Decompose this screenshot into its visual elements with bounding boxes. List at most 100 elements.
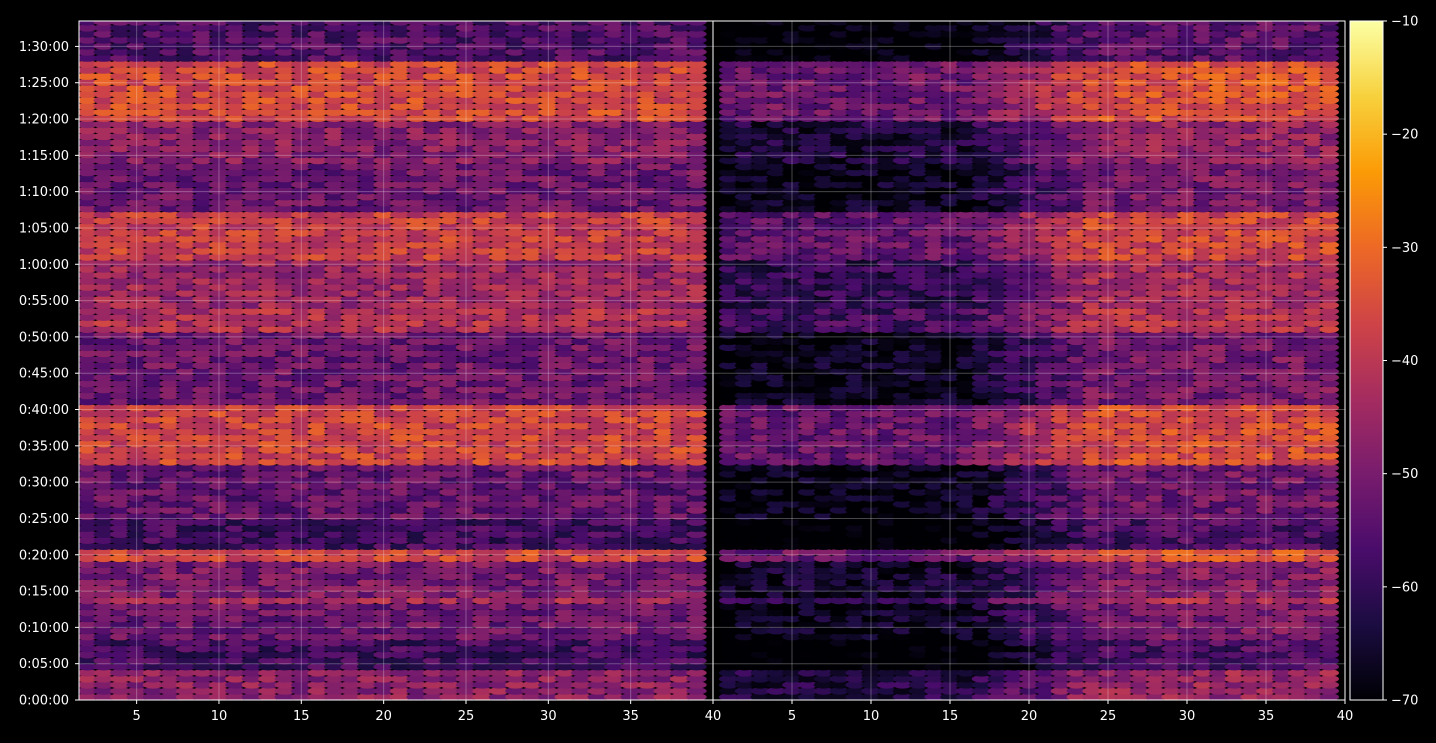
- heatmap-cell: [472, 241, 493, 249]
- heatmap-cell: [505, 536, 526, 544]
- heatmap-cell: [208, 223, 230, 231]
- heatmap-cell: [422, 48, 444, 56]
- heatmap-cell: [406, 283, 427, 291]
- heatmap-cell: [636, 295, 658, 303]
- heatmap-cell: [340, 440, 361, 448]
- heatmap-cell: [750, 289, 771, 297]
- heatmap-cell: [422, 578, 444, 587]
- heatmap-cell: [604, 645, 625, 653]
- heatmap-cell: [734, 174, 755, 183]
- heatmap-cell: [686, 651, 707, 659]
- heatmap-cell: [79, 229, 98, 237]
- heatmap-cell: [554, 536, 575, 544]
- heatmap-cell: [719, 440, 739, 448]
- heatmap-cell: [389, 422, 411, 430]
- heatmap-cell: [587, 271, 608, 279]
- heatmap-cell: [258, 265, 279, 273]
- heatmap-cell: [373, 379, 394, 388]
- heatmap-cell: [208, 343, 230, 352]
- heatmap-cell: [126, 24, 147, 32]
- heatmap-cell: [307, 36, 328, 44]
- heatmap-cell: [750, 506, 771, 514]
- heatmap-cell: [307, 391, 328, 400]
- heatmap-cell: [307, 693, 328, 700]
- heatmap-cell: [225, 404, 246, 412]
- heatmap-cell: [307, 265, 328, 273]
- heatmap-cell: [587, 217, 608, 225]
- heatmap-cell: [192, 277, 213, 285]
- heatmap-cell: [750, 512, 771, 520]
- heatmap-cell: [488, 253, 510, 261]
- heatmap-cell: [79, 42, 98, 50]
- heatmap-cell: [324, 379, 345, 388]
- heatmap-cell: [274, 138, 295, 147]
- heatmap-cell: [505, 693, 526, 700]
- heatmap-cell: [241, 693, 263, 700]
- heatmap-cell: [389, 578, 411, 587]
- heatmap-cell: [142, 325, 164, 333]
- heatmap-cell: [307, 72, 328, 80]
- heatmap-cell: [604, 379, 625, 388]
- heatmap-cell: [750, 391, 771, 400]
- heatmap-cell: [159, 476, 180, 484]
- heatmap-cell: [258, 542, 279, 550]
- heatmap-cell: [142, 150, 164, 159]
- heatmap-cell: [340, 554, 361, 563]
- heatmap-cell: [142, 470, 164, 478]
- heatmap-cell: [455, 446, 477, 454]
- heatmap-cell: [798, 253, 818, 261]
- heatmap-cell: [192, 337, 213, 346]
- heatmap-cell: [357, 295, 378, 303]
- heatmap-cell: [734, 681, 755, 689]
- heatmap-cell: [357, 373, 378, 382]
- heatmap-cell: [208, 500, 230, 508]
- heatmap-cell: [439, 48, 460, 56]
- heatmap-cell: [750, 614, 771, 623]
- heatmap-cell: [719, 428, 739, 436]
- heatmap-cell: [258, 488, 279, 496]
- heatmap-cell: [357, 150, 378, 159]
- heatmap-cell: [110, 205, 131, 213]
- heatmap-cell: [798, 645, 818, 653]
- heatmap-cell: [274, 446, 295, 454]
- heatmap-cell: [406, 180, 427, 189]
- heatmap-cell: [669, 657, 691, 665]
- heatmap-cell: [389, 367, 411, 376]
- heatmap-cell: [225, 422, 246, 430]
- heatmap-cell: [782, 289, 802, 297]
- heatmap-cell: [422, 397, 444, 406]
- heatmap-cell: [225, 621, 246, 629]
- heatmap-cell: [686, 657, 707, 665]
- heatmap-cell: [538, 428, 559, 436]
- heatmap-cell: [274, 542, 295, 550]
- heatmap-cell: [241, 126, 263, 135]
- heatmap-cell: [373, 289, 394, 297]
- heatmap-cell: [505, 608, 526, 617]
- heatmap-cell: [505, 295, 526, 303]
- heatmap-cell: [455, 500, 477, 508]
- heatmap-cell: [488, 596, 510, 605]
- heatmap-cell: [538, 488, 559, 496]
- heatmap-cell: [571, 614, 592, 623]
- heatmap-cell: [373, 349, 394, 358]
- heatmap-cell: [734, 241, 755, 249]
- heatmap-cell: [766, 259, 786, 267]
- heatmap-cell: [620, 271, 641, 279]
- heatmap-cell: [686, 289, 707, 297]
- heatmap-cell: [79, 307, 98, 315]
- heatmap-cell: [587, 367, 608, 376]
- heatmap-cell: [620, 60, 641, 68]
- heatmap-cell: [620, 651, 641, 659]
- heatmap-cell: [389, 174, 411, 183]
- heatmap-cell: [636, 229, 658, 237]
- heatmap-cell: [554, 391, 575, 400]
- heatmap-cell: [798, 126, 818, 135]
- heatmap-cell: [488, 120, 510, 129]
- heatmap-cell: [93, 536, 114, 544]
- heatmap-cell: [766, 193, 786, 201]
- heatmap-cell: [389, 693, 411, 700]
- heatmap-cell: [734, 349, 755, 358]
- heatmap-cell: [653, 506, 674, 514]
- heatmap-cell: [620, 90, 641, 98]
- heatmap-cell: [620, 512, 641, 520]
